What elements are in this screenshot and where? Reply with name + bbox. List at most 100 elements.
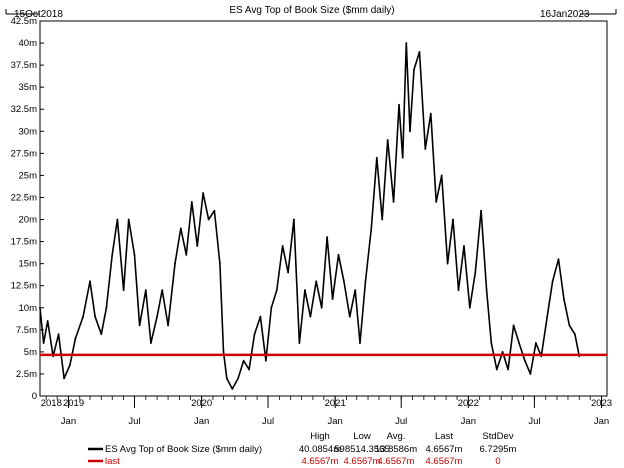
series-point <box>331 298 334 300</box>
series-point <box>287 271 290 274</box>
series-point <box>429 112 432 115</box>
series-point <box>568 324 571 327</box>
series-point <box>501 350 504 353</box>
series-point <box>320 306 323 309</box>
y-tick-label: 12.5m <box>11 281 37 292</box>
x-tick-label: Jul <box>262 416 274 427</box>
series-point <box>468 306 471 309</box>
x-tick-label: Jan <box>194 416 209 427</box>
legend-value: 0 <box>495 456 500 467</box>
x-year-label: 2023 <box>591 398 612 409</box>
series-point <box>167 324 169 327</box>
series-point <box>457 289 460 292</box>
series-point <box>116 218 119 221</box>
series-point <box>370 227 373 230</box>
legend-value: 4.6567m <box>426 444 463 455</box>
series-point <box>127 218 130 221</box>
series-point <box>557 258 560 261</box>
legend: High Low Avg. Last StdDev ES Avg Top of Book … <box>88 431 517 467</box>
x-year-label: 2019 <box>63 398 84 409</box>
series-point <box>315 280 318 283</box>
x-tick-label: Jan <box>328 416 343 427</box>
series-point <box>354 289 357 292</box>
series-point <box>42 342 45 344</box>
series-point <box>156 315 159 318</box>
series-point <box>179 227 182 230</box>
x-tick-label: Jan <box>61 416 76 427</box>
series-point <box>264 359 267 362</box>
legend-label: last <box>105 456 120 467</box>
series-point <box>57 333 60 336</box>
y-tick-label: 10m <box>19 303 38 314</box>
legend-value: 598514.3565 <box>334 444 389 455</box>
series-point <box>405 42 408 44</box>
series-point <box>94 315 96 318</box>
series-point <box>298 342 301 344</box>
x-year-label: 2018 <box>41 398 62 409</box>
y-tick-label: 30m <box>19 126 38 137</box>
series-point <box>138 324 141 327</box>
legend-header: StdDev <box>482 431 513 442</box>
series-point <box>392 200 395 203</box>
series-point <box>69 364 71 367</box>
series-point <box>144 289 147 292</box>
series-point <box>480 209 483 212</box>
series-point <box>105 306 108 309</box>
y-tick-label: 15m <box>19 259 38 270</box>
series-point <box>259 315 262 318</box>
chart-title: ES Avg Top of Book Size ($mm daily) <box>229 5 394 16</box>
y-tick-label: 5m <box>24 347 37 358</box>
legend-header: Avg. <box>387 431 406 442</box>
series-point <box>518 342 520 344</box>
legend-value: 6.7295m <box>480 444 517 455</box>
x-tick-label: Jul <box>395 416 407 427</box>
x-year-label: 2022 <box>458 398 479 409</box>
series-point <box>424 148 427 150</box>
series-point <box>89 280 91 283</box>
series-point <box>563 298 565 300</box>
series-point <box>270 306 273 309</box>
series-point <box>122 289 125 292</box>
y-tick-label: 22.5m <box>11 192 37 203</box>
series-point <box>375 156 378 159</box>
series-point <box>46 320 49 322</box>
y-tick-label: 42.5m <box>11 16 37 27</box>
x-year-label: 2021 <box>325 398 346 409</box>
x-tick-label: Jan <box>594 416 609 427</box>
legend-value: 40.0854m <box>299 444 341 455</box>
series-point <box>474 271 477 274</box>
legend-header: Low <box>353 431 371 442</box>
series-point <box>446 262 449 265</box>
series-point <box>512 324 515 327</box>
series-point <box>202 192 204 194</box>
series-point <box>190 200 193 203</box>
legend-value: 4.6567m <box>426 456 463 467</box>
series-point <box>348 315 351 318</box>
legend-header: Last <box>435 431 453 442</box>
series-layer <box>39 42 607 390</box>
y-tick-label: 37.5m <box>11 60 37 71</box>
series-point <box>248 368 250 371</box>
series-point <box>275 289 278 292</box>
series-point <box>413 68 415 71</box>
series-point <box>359 342 361 344</box>
y-tick-label: 2.5m <box>16 369 37 380</box>
series-point <box>507 368 510 371</box>
series-point <box>490 342 493 344</box>
series-point <box>409 130 411 133</box>
series-point <box>207 218 210 221</box>
series-point <box>231 388 234 390</box>
y-tick-label: 7.5m <box>16 325 37 336</box>
series-point <box>161 289 164 292</box>
series-point <box>386 139 389 142</box>
series-point <box>213 209 216 212</box>
x-tick-label: Jan <box>461 416 476 427</box>
x-tick-label: Jul <box>128 416 140 427</box>
series-point <box>63 377 65 380</box>
legend-value: 4.6567m <box>302 456 339 467</box>
series-point <box>100 333 103 336</box>
series-point <box>225 377 228 380</box>
series-point <box>237 377 240 380</box>
series-point <box>218 262 221 265</box>
